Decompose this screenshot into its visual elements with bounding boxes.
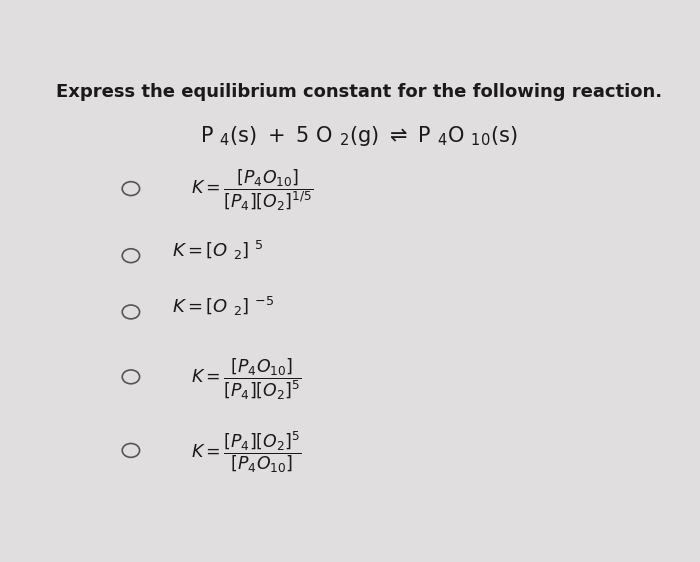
Text: Express the equilibrium constant for the following reaction.: Express the equilibrium constant for the…: [56, 83, 662, 101]
Text: $K = \dfrac{[P_4O_{10}]}{[P_4][O_2]^{1/5}}$: $K = \dfrac{[P_4O_{10}]}{[P_4][O_2]^{1/5…: [190, 168, 314, 214]
Text: $K = \dfrac{[P_4O_{10}]}{[P_4][O_2]^{5}}$: $K = \dfrac{[P_4O_{10}]}{[P_4][O_2]^{5}}…: [190, 356, 302, 402]
Text: $K = [O\ _2]\ ^5$: $K = [O\ _2]\ ^5$: [172, 238, 263, 261]
Text: $K = \dfrac{[P_4][O_2]^{5}}{[P_4O_{10}]}$: $K = \dfrac{[P_4][O_2]^{5}}{[P_4O_{10}]}…: [190, 429, 302, 475]
Text: $\rm P\ _{4}(s)\ +\ 5\ O\ _{2}(g)\ \rightleftharpoons\ P\ _{4}O\ _{10}(s)$: $\rm P\ _{4}(s)\ +\ 5\ O\ _{2}(g)\ \righ…: [200, 124, 517, 148]
Text: $K = [O\ _2]\ ^{-5}$: $K = [O\ _2]\ ^{-5}$: [172, 294, 274, 318]
